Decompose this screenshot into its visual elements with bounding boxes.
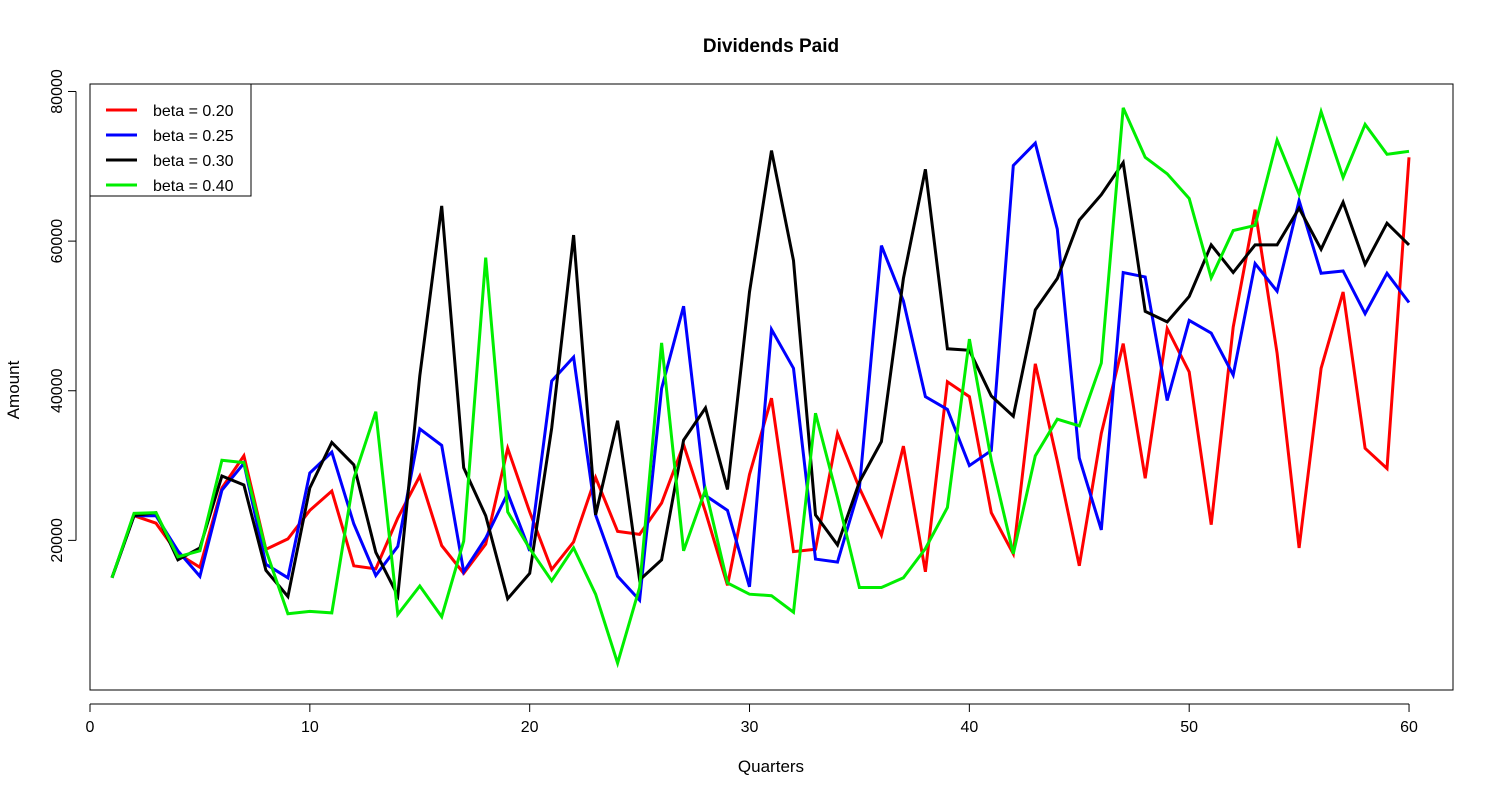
x-tick-label: 60 [1400, 719, 1418, 736]
series-line-4 [110, 106, 1410, 669]
series-lines [110, 106, 1411, 669]
x-tick-label: 50 [1180, 719, 1198, 736]
x-axis: 0 10 20 30 40 50 60 [86, 703, 1418, 736]
y-axis: 20000 40000 60000 80000 [49, 69, 77, 563]
legend-label: beta = 0.30 [153, 153, 234, 170]
x-axis-label: Quarters [738, 757, 804, 776]
y-axis-label: Amount [4, 360, 23, 419]
chart-title: Dividends Paid [703, 36, 839, 57]
x-tick-label: 10 [301, 719, 319, 736]
legend: beta = 0.20 beta = 0.25 beta = 0.30 beta = … [89, 83, 252, 197]
legend-box [89, 83, 252, 197]
y-tick-label: 40000 [49, 368, 66, 413]
y-tick-label: 20000 [49, 518, 66, 563]
series-line-3 [110, 150, 1411, 602]
legend-label: beta = 0.40 [153, 178, 234, 195]
series-line-2 [110, 140, 1411, 604]
series-line-1 [110, 157, 1411, 586]
legend-label: beta = 0.20 [153, 103, 234, 120]
y-tick-label: 60000 [49, 219, 66, 264]
plot-frame [89, 83, 1454, 691]
x-tick-label: 20 [521, 719, 539, 736]
x-tick-label: 0 [86, 719, 95, 736]
y-tick-label: 80000 [49, 69, 66, 114]
x-tick-label: 40 [960, 719, 978, 736]
legend-label: beta = 0.25 [153, 128, 234, 145]
x-tick-label: 30 [741, 719, 759, 736]
